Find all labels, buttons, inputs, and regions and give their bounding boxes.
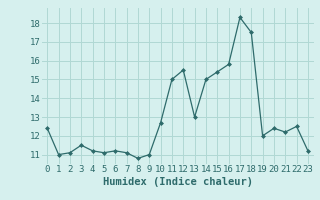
X-axis label: Humidex (Indice chaleur): Humidex (Indice chaleur) [103,177,252,187]
